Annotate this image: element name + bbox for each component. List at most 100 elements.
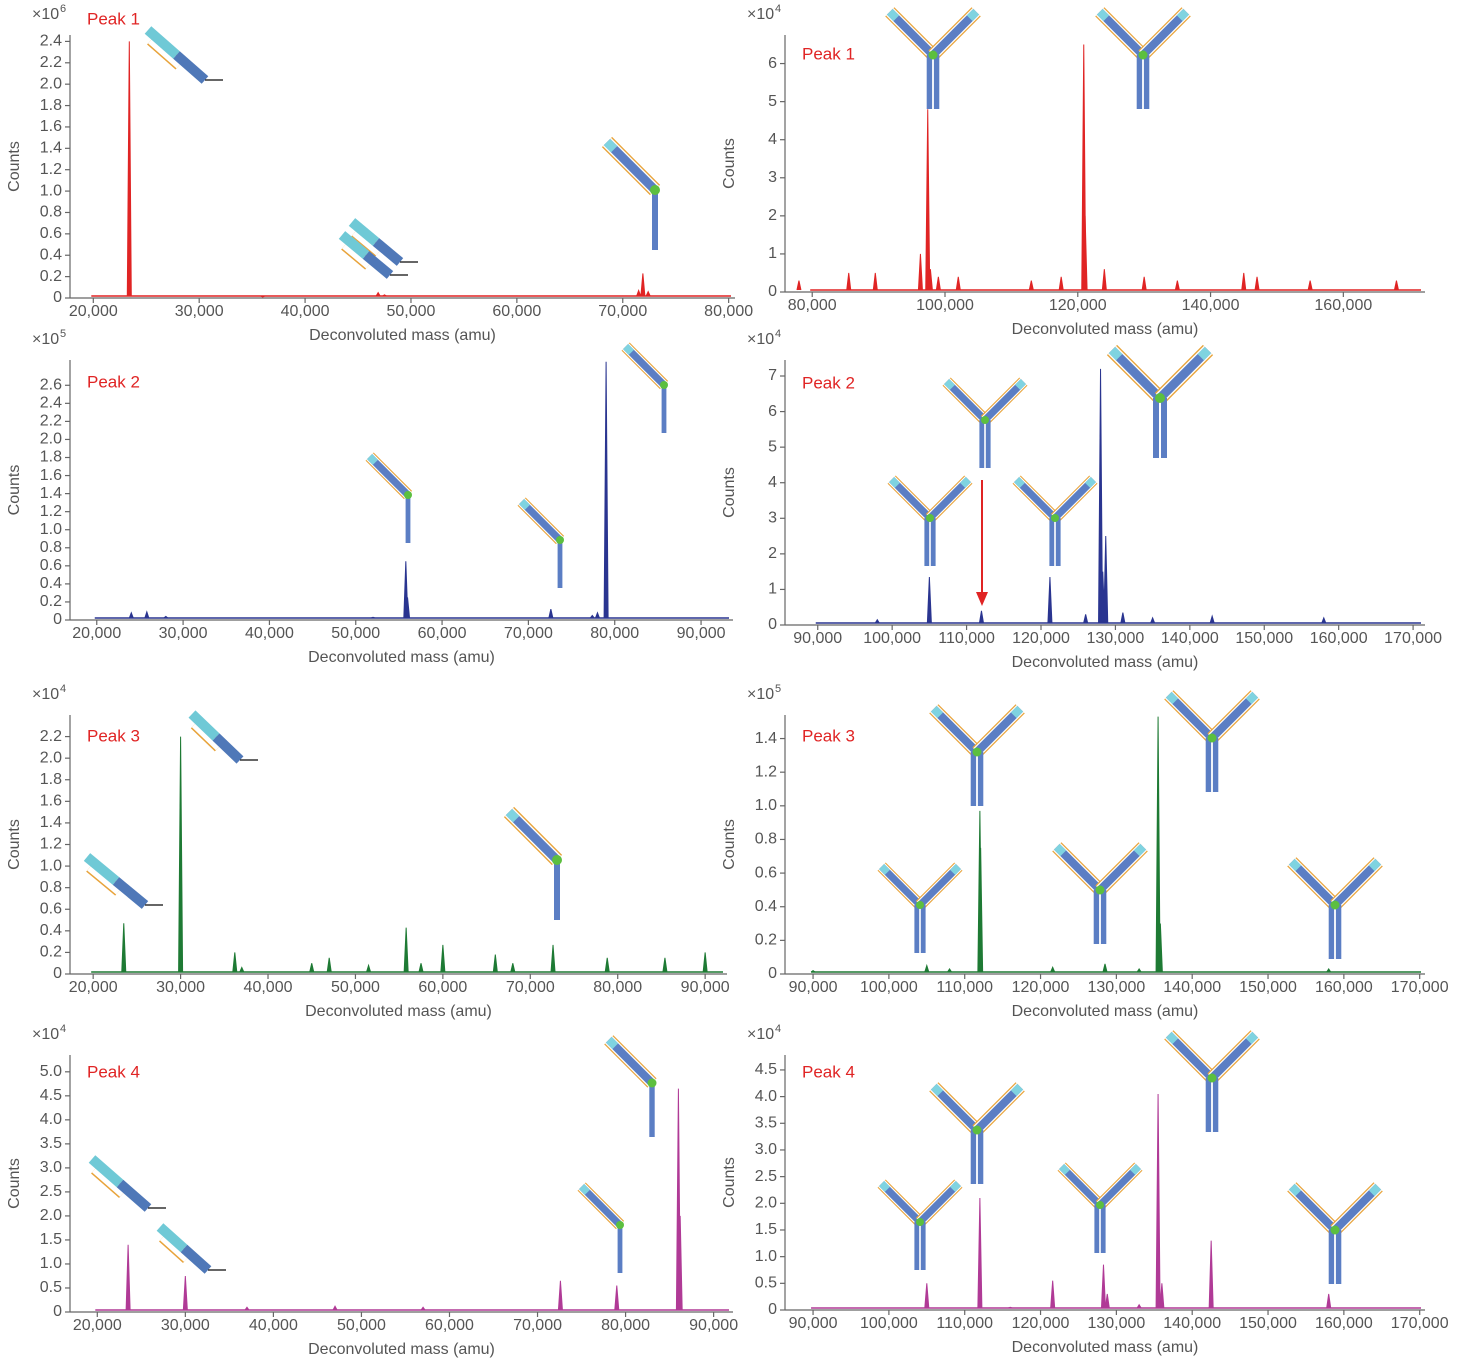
y-tick-label: 1.0 bbox=[40, 521, 62, 538]
icon bbox=[144, 26, 223, 84]
y-tick-label: 3.5 bbox=[40, 1135, 62, 1152]
peak bbox=[366, 963, 372, 973]
y-tick-label: 0 bbox=[53, 289, 62, 306]
peak bbox=[121, 923, 127, 973]
icon-part bbox=[1245, 691, 1259, 705]
icon-part bbox=[352, 228, 382, 256]
icon-part bbox=[974, 1083, 1024, 1133]
icon-hinge bbox=[1330, 1225, 1340, 1235]
peak bbox=[1150, 616, 1156, 624]
peak bbox=[403, 927, 409, 973]
peak bbox=[947, 968, 952, 973]
icon-part bbox=[889, 477, 900, 488]
icon-part bbox=[1053, 843, 1067, 857]
x-tick-label: 50,000 bbox=[331, 979, 380, 996]
icon-part bbox=[930, 705, 944, 719]
icon-part bbox=[879, 1181, 890, 1192]
icon-part bbox=[886, 8, 900, 22]
y-tick-label: 3.5 bbox=[755, 1115, 777, 1132]
icon-part bbox=[367, 454, 411, 498]
y-tick-label: 1.4 bbox=[40, 485, 62, 502]
icon bbox=[1287, 857, 1383, 959]
icon bbox=[88, 1155, 166, 1212]
icon bbox=[1095, 7, 1191, 109]
peak-annotation: Peak 4 bbox=[802, 1062, 855, 1081]
y-multiplier-exp: 4 bbox=[775, 3, 781, 15]
icon bbox=[188, 710, 258, 764]
icon-hinge bbox=[552, 855, 562, 865]
peak bbox=[548, 609, 554, 619]
peak bbox=[1082, 215, 1088, 291]
peak bbox=[260, 295, 265, 298]
icon-part bbox=[879, 864, 890, 875]
icon-part bbox=[1052, 477, 1096, 521]
peak bbox=[810, 970, 816, 973]
icon-part bbox=[1332, 1183, 1382, 1233]
y-tick-label: 1.4 bbox=[40, 140, 62, 157]
peak bbox=[1100, 1264, 1106, 1309]
peak bbox=[1155, 1093, 1161, 1309]
peak bbox=[614, 1285, 620, 1311]
peak bbox=[144, 610, 150, 619]
peak bbox=[1254, 276, 1260, 291]
icon-part bbox=[87, 863, 122, 895]
icon-part bbox=[338, 231, 370, 259]
y-multiplier: ×10 bbox=[32, 686, 59, 703]
peak-annotation: Peak 1 bbox=[802, 44, 855, 63]
y-tick-label: 2.0 bbox=[755, 1195, 777, 1212]
icon-part bbox=[886, 8, 936, 58]
y-multiplier-exp: 5 bbox=[60, 328, 66, 340]
x-tick-label: 50,000 bbox=[331, 625, 380, 642]
peak bbox=[872, 272, 878, 291]
icon-hinge bbox=[926, 514, 934, 522]
peak bbox=[978, 610, 984, 624]
y-tick-label: 1.2 bbox=[40, 836, 62, 853]
x-tick-label: 130,000 bbox=[1086, 630, 1144, 647]
icon-part bbox=[1085, 477, 1096, 488]
icon bbox=[885, 7, 981, 109]
icon-hinge bbox=[972, 747, 982, 757]
icon bbox=[365, 452, 413, 543]
x-axis-label: Deconvoluted mass (amu) bbox=[305, 1003, 492, 1020]
peak bbox=[1136, 1303, 1142, 1309]
x-tick-label: 160,000 bbox=[1314, 297, 1372, 314]
icon bbox=[577, 1182, 625, 1273]
y-multiplier: ×10 bbox=[747, 6, 774, 23]
x-tick-label: 140,000 bbox=[1163, 979, 1221, 996]
y-tick-label: 3.0 bbox=[755, 1141, 777, 1158]
icon-part bbox=[1096, 8, 1110, 22]
peak bbox=[1326, 968, 1332, 973]
peak bbox=[677, 1215, 683, 1311]
x-axis-label: Deconvoluted mass (amu) bbox=[1012, 1003, 1199, 1020]
icon-part bbox=[116, 1179, 152, 1212]
icon-part bbox=[1010, 705, 1024, 719]
icon-part bbox=[879, 1181, 923, 1225]
icon-part bbox=[1010, 1083, 1024, 1097]
x-axis-label: Deconvoluted mass (amu) bbox=[1012, 321, 1199, 338]
icon bbox=[338, 231, 408, 279]
x-axis-label: Deconvoluted mass (amu) bbox=[308, 649, 495, 666]
y-tick-label: 3.0 bbox=[40, 1159, 62, 1176]
icon-hinge bbox=[916, 901, 924, 909]
icon-part bbox=[1165, 1031, 1215, 1081]
peak-annotation: Peak 4 bbox=[87, 1062, 140, 1081]
icon-part bbox=[1053, 843, 1103, 893]
peak bbox=[332, 1305, 338, 1311]
peak bbox=[917, 253, 923, 291]
peak bbox=[178, 736, 184, 973]
peak bbox=[702, 952, 708, 973]
peak-annotation: Peak 2 bbox=[802, 373, 855, 392]
icon-part bbox=[505, 808, 561, 864]
icon-hinge bbox=[1330, 900, 1340, 910]
icon-hinge bbox=[647, 1078, 657, 1088]
peak bbox=[1155, 716, 1161, 973]
icon-part bbox=[188, 710, 220, 741]
x-tick-label: 110,000 bbox=[936, 979, 993, 996]
x-axis-label: Deconvoluted mass (amu) bbox=[309, 327, 496, 344]
peak bbox=[926, 576, 932, 624]
peak bbox=[1028, 280, 1034, 291]
y-axis-label: Counts bbox=[721, 819, 738, 870]
y-axis-label: Counts bbox=[6, 141, 23, 192]
peak bbox=[550, 944, 556, 973]
peak bbox=[126, 41, 132, 297]
